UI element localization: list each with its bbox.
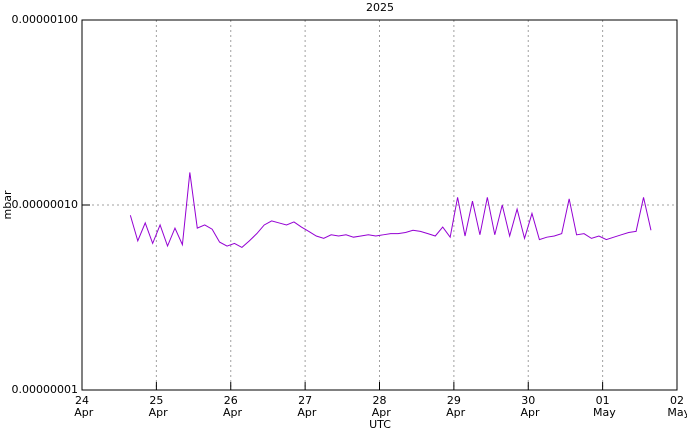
x-tick-label: 24 Apr	[71, 394, 94, 419]
y-tick-label: 0.00000010	[12, 198, 78, 211]
x-tick-label: 02 May	[664, 394, 687, 419]
x-tick-label: 28 Apr	[368, 394, 391, 419]
data-line	[129, 172, 652, 248]
y-tick-label: 0.00000100	[12, 13, 78, 26]
x-tick-label: 29 Apr	[443, 394, 466, 419]
x-tick-label: 26 Apr	[219, 394, 242, 419]
plot-frame	[81, 19, 678, 391]
x-tick-label: 25 Apr	[145, 394, 168, 419]
x-tick-label: 01 May	[590, 394, 617, 419]
y-axis-label: mbar	[1, 190, 14, 219]
x-tick-label: 27 Apr	[294, 394, 317, 419]
y-tick-label: 0.00000001	[12, 383, 78, 396]
x-axis-label: UTC	[369, 418, 391, 431]
chart-title: 2025	[366, 1, 394, 14]
x-tick-label: 30 Apr	[517, 394, 540, 419]
